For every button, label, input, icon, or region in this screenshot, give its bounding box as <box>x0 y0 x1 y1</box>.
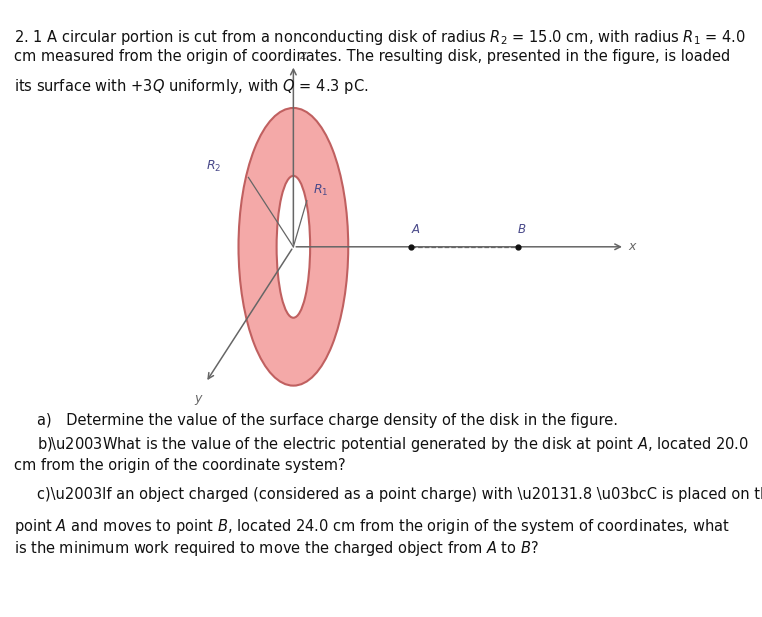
Text: cm from the origin of the coordinate system?: cm from the origin of the coordinate sys… <box>14 458 345 473</box>
Text: $R_2$: $R_2$ <box>207 159 222 175</box>
Text: is the minimum work required to move the charged object from $A$ to $B$?: is the minimum work required to move the… <box>14 539 539 558</box>
Text: 2. 1 A circular portion is cut from a nonconducting disk of radius $R_2$ = 15.0 : 2. 1 A circular portion is cut from a no… <box>14 28 746 47</box>
Text: x: x <box>629 240 636 254</box>
Text: cm measured from the origin of coordinates. The resulting disk, presented in the: cm measured from the origin of coordinat… <box>14 49 730 64</box>
Text: y: y <box>194 392 202 405</box>
Ellipse shape <box>277 176 310 318</box>
Text: a) Determine the value of the surface charge density of the disk in the figure.: a) Determine the value of the surface ch… <box>37 413 617 428</box>
Text: its surface with +3$Q$ uniformly, with $Q$ = 4.3 pC.: its surface with +3$Q$ uniformly, with $… <box>14 77 368 96</box>
Ellipse shape <box>239 108 348 386</box>
Text: c)\u2003If an object charged (considered as a point charge) with \u20131.8 \u03b: c)\u2003If an object charged (considered… <box>37 487 762 502</box>
Text: z: z <box>299 49 306 62</box>
Text: $R_1$: $R_1$ <box>313 183 328 197</box>
Text: A: A <box>411 223 419 236</box>
Text: point $A$ and moves to point $B$, located 24.0 cm from the origin of the system : point $A$ and moves to point $B$, locate… <box>14 517 729 536</box>
Text: B: B <box>518 223 526 236</box>
Text: b)\u2003What is the value of the electric potential generated by the disk at poi: b)\u2003What is the value of the electri… <box>37 435 748 454</box>
